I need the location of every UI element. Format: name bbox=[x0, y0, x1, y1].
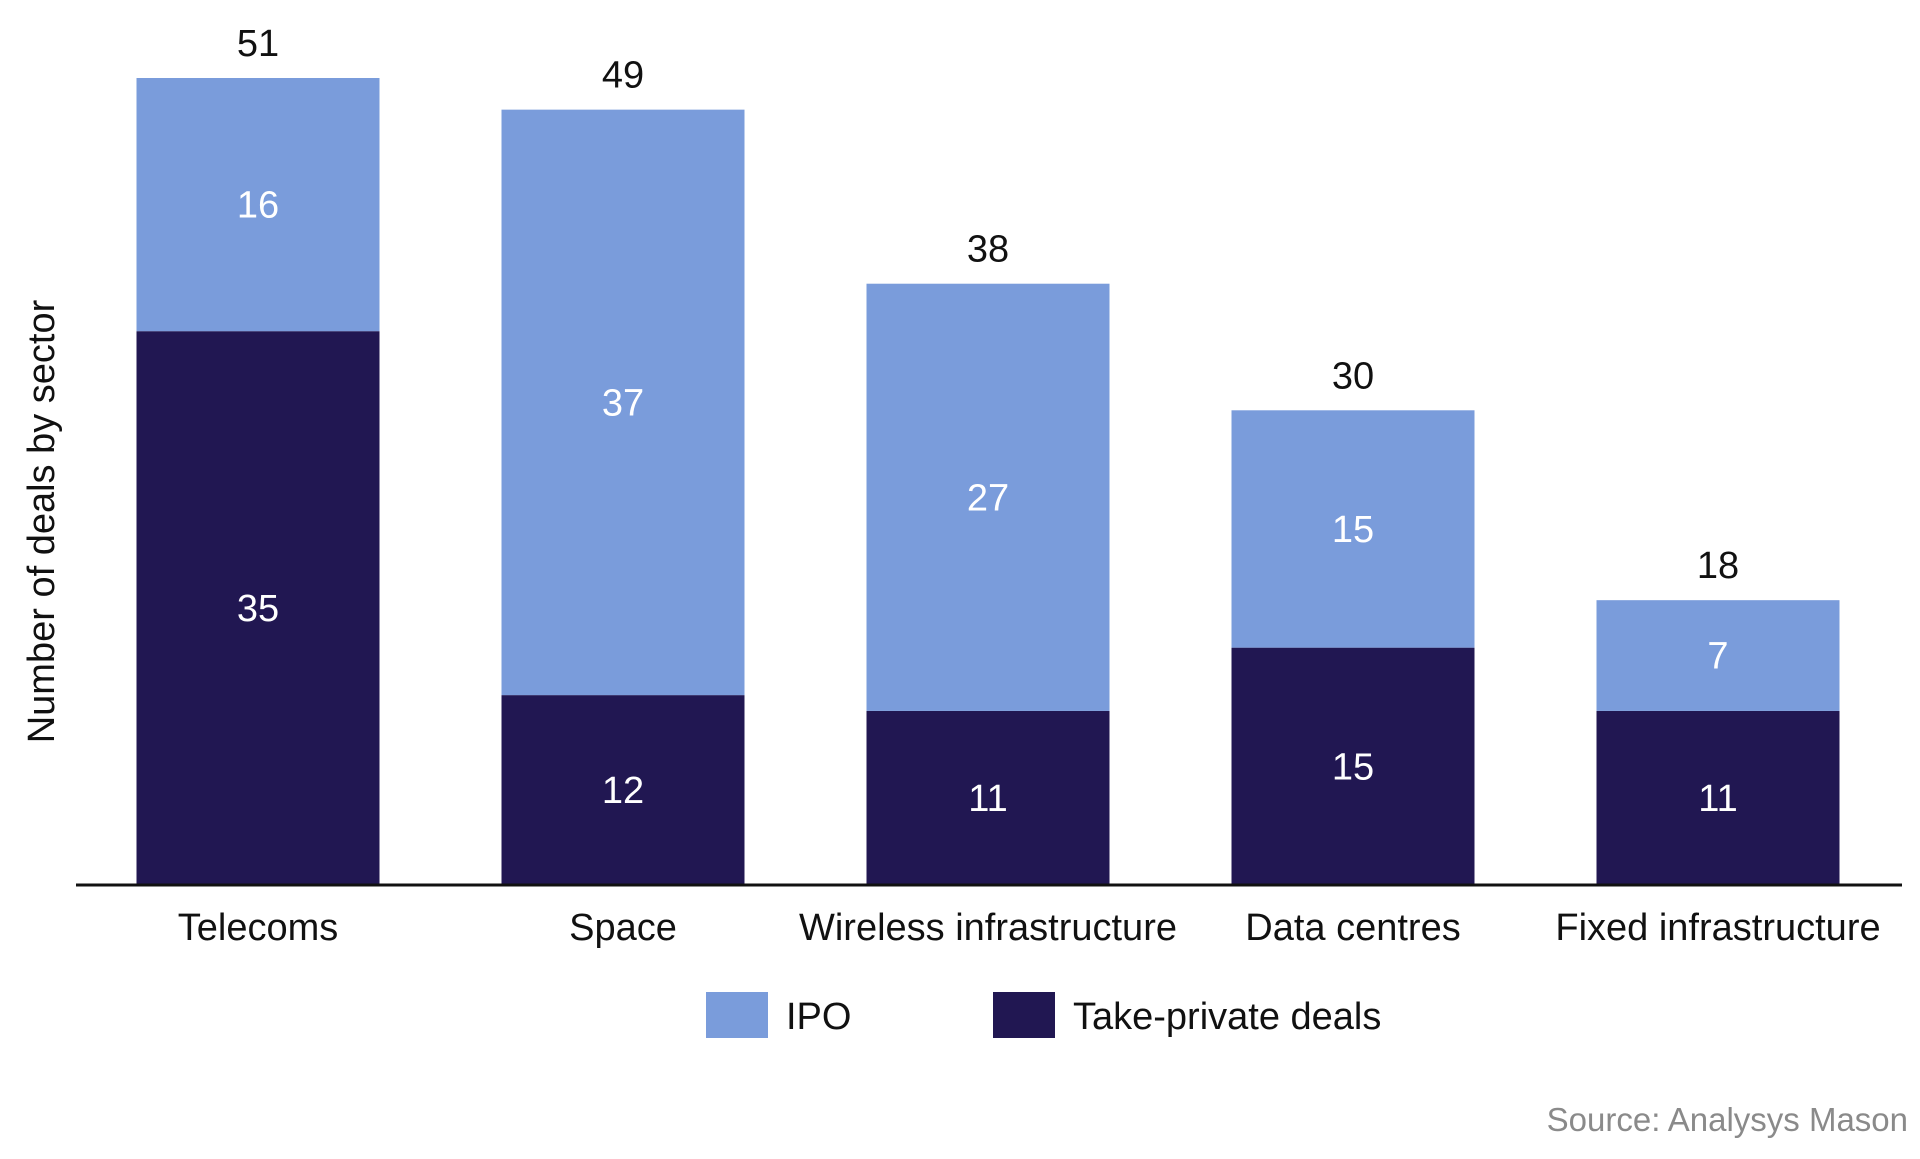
total-label-0: 51 bbox=[237, 23, 279, 65]
x-tick-labels: Telecoms Space Wireless infrastructure Data… bbox=[178, 907, 1881, 949]
data-label-ipo-0: 16 bbox=[237, 185, 279, 227]
source-note: Source: Analysys Mason bbox=[1546, 1101, 1908, 1138]
legend-label-take-private-deals: Take-private deals bbox=[1073, 996, 1381, 1038]
bar-take-private-deals-2 bbox=[866, 710, 1110, 885]
bar-take-private-deals-3 bbox=[1231, 647, 1475, 885]
x-tick-label-4: Fixed infrastructure bbox=[1555, 907, 1880, 949]
data-label-take-private-deals-1: 12 bbox=[602, 770, 644, 812]
legend: IPO Take-private deals bbox=[706, 992, 1381, 1038]
x-tick-label-2: Wireless infrastructure bbox=[799, 907, 1177, 949]
bar-take-private-deals-0 bbox=[136, 331, 380, 885]
bar-take-private-deals-1 bbox=[501, 695, 745, 885]
bar-ipo-0 bbox=[136, 78, 380, 332]
legend-swatch-take-private-deals bbox=[993, 992, 1055, 1038]
data-label-ipo-3: 15 bbox=[1332, 509, 1374, 551]
bar-ipo-1 bbox=[501, 109, 745, 696]
data-label-take-private-deals-3: 15 bbox=[1332, 746, 1374, 788]
legend-swatch-ipo bbox=[706, 992, 768, 1038]
y-axis-label: Number of deals by sector bbox=[21, 299, 63, 743]
x-tick-label-1: Space bbox=[569, 907, 677, 949]
data-label-ipo-2: 27 bbox=[967, 477, 1009, 519]
total-label-4: 18 bbox=[1697, 545, 1739, 587]
data-label-ipo-4: 7 bbox=[1707, 636, 1728, 678]
data-label-take-private-deals-0: 35 bbox=[237, 588, 279, 630]
bar-ipo-2 bbox=[866, 283, 1110, 711]
bar-ipo-3 bbox=[1231, 410, 1475, 648]
total-label-3: 30 bbox=[1332, 355, 1374, 397]
data-label-take-private-deals-2: 11 bbox=[968, 778, 1007, 820]
bars-group bbox=[136, 78, 1840, 885]
x-tick-label-3: Data centres bbox=[1245, 907, 1460, 949]
bar-take-private-deals-4 bbox=[1596, 710, 1840, 885]
labels-group: 35 16 51 12 37 49 11 27 38 15 15 30 11 7 18 bbox=[237, 23, 1739, 820]
total-label-2: 38 bbox=[967, 229, 1009, 271]
bar-ipo-4 bbox=[1596, 600, 1840, 711]
data-label-take-private-deals-4: 11 bbox=[1698, 778, 1737, 820]
data-label-ipo-1: 37 bbox=[602, 382, 644, 424]
total-label-1: 49 bbox=[602, 55, 644, 97]
legend-label-ipo: IPO bbox=[786, 996, 851, 1038]
x-tick-label-0: Telecoms bbox=[178, 907, 339, 949]
